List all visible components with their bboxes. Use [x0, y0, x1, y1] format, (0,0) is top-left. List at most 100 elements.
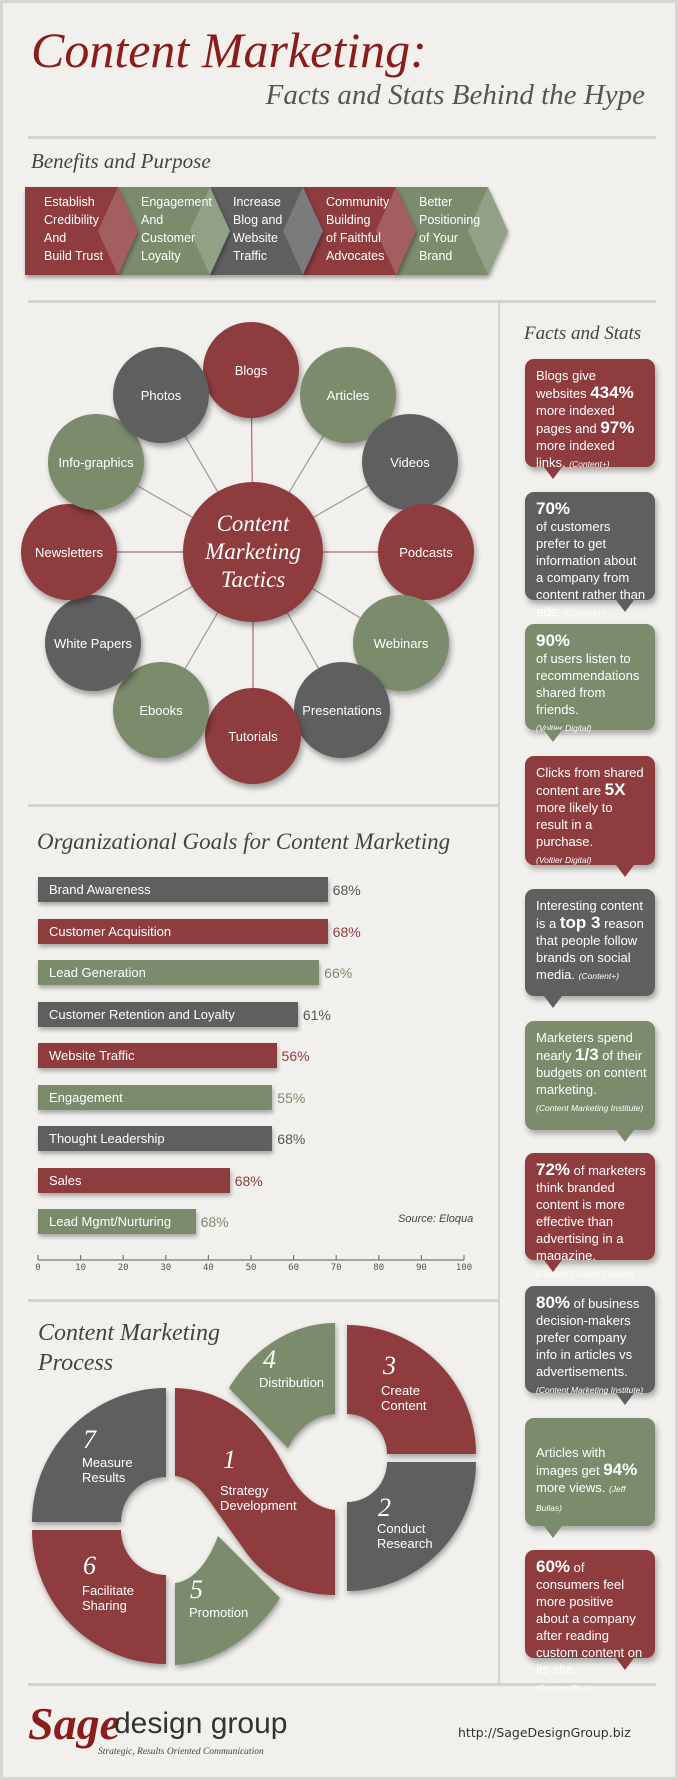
process-step-label: Facilitate Sharing: [82, 1583, 135, 1613]
benefit-label: Increase Blog and Website Traffic: [233, 195, 283, 263]
page-subtitle: Facts and Stats Behind the Hype: [265, 79, 645, 111]
tactic-circle-podcasts: Podcasts: [378, 504, 474, 600]
process-step-number: 5: [190, 1575, 203, 1604]
process-step-number: 1: [223, 1445, 236, 1474]
bar-website-traffic: Website Traffic: [38, 1043, 277, 1068]
process-step-2-shape: [347, 1462, 476, 1591]
fact-text: more indexed links.: [536, 438, 615, 470]
fact-text: of their budgets on content marketing.: [536, 1048, 647, 1097]
fact-highlight: 72%: [536, 1160, 571, 1179]
benefit-chevron: [396, 187, 508, 275]
bar-lead-generation: Lead Generation: [38, 960, 320, 985]
fact-bubble: 60% of consumers feel more positive abou…: [525, 1550, 655, 1693]
bar-value-label: 55%: [277, 1089, 306, 1106]
bar-value-label: 66%: [324, 965, 353, 981]
fact-bubble: 90% of users listen to recommendations s…: [525, 624, 655, 733]
benefit-chevron: [210, 187, 323, 275]
process-step-label: Distribution: [259, 1375, 325, 1390]
x-tick-label: 50: [245, 1263, 257, 1273]
bubble-tail: [544, 1526, 562, 1538]
fact-bubble: 72% of marketers think branded content i…: [525, 1153, 655, 1279]
process-step-5-shape: [175, 1536, 280, 1665]
process-step-1-shape: [175, 1388, 335, 1595]
bubble-tail: [544, 730, 562, 742]
process-step-6-shape: [32, 1530, 166, 1664]
process-title-line2: Process: [38, 1350, 114, 1376]
fact-text: of consumers feel more positive about a …: [536, 1560, 643, 1677]
bubble-tail: [616, 1393, 634, 1405]
bar-value-label: 68%: [200, 1214, 229, 1230]
bar-value-label: 68%: [332, 923, 361, 940]
benefit-chevron: [303, 187, 416, 275]
benefit-label: Better Positioning of Your Brand: [419, 195, 481, 263]
fact-bubble: 70% of customers prefer to get informati…: [525, 492, 655, 619]
chevron-highlight: [190, 187, 230, 275]
process-step-number: 3: [383, 1351, 396, 1380]
process-step-number: 6: [83, 1551, 96, 1580]
chevron-shape: [396, 187, 508, 275]
benefit-label: Engagement And Customer Loyalty: [141, 195, 212, 263]
bar-thought-leadership: Thought Leadership: [38, 1126, 273, 1151]
fact-source: (Content Marketing Institute): [536, 1385, 644, 1395]
bar-customer-acquisition: Customer Acquisition: [38, 918, 328, 944]
process-step-label: Strategy Development: [220, 1483, 297, 1513]
benefit-chevron: [118, 187, 230, 275]
fact-text: more views.: [536, 1480, 606, 1495]
x-tick-label: 10: [75, 1263, 87, 1273]
chevron-highlight: [468, 187, 508, 275]
tactic-circle-blogs: Blogs: [203, 322, 299, 418]
page-title: Content Marketing:: [31, 22, 427, 78]
fact-bubble: Blogs give websites 434% more indexed pa…: [525, 359, 655, 470]
benefits-title: Benefits and Purpose: [31, 149, 211, 173]
process-step-label: Measure Results: [82, 1455, 133, 1485]
fact-highlight: 97%: [600, 418, 635, 437]
tactic-circle-tutorials: Tutorials: [205, 688, 301, 784]
x-tick-label: 100: [455, 1263, 473, 1273]
bar-brand-awareness: Brand Awareness: [38, 877, 328, 902]
x-tick-label: 40: [202, 1263, 214, 1273]
benefit-label: Establish Credibility And Build Trust: [44, 195, 104, 263]
divider: [28, 1299, 498, 1302]
bar-value-label: 68%: [277, 1131, 306, 1147]
fact-text: more indexed pages and: [536, 403, 615, 436]
fact-source: (Content Marketing Institute): [536, 1103, 644, 1113]
divider: [28, 136, 656, 139]
fact-text: of users listen to recommendations share…: [536, 651, 640, 717]
fact-source: (Content+): [578, 971, 620, 981]
bar-lead-mgmt-nurturing: Lead Mgmt/Nurturing: [38, 1209, 196, 1234]
chart-source: Source: Eloqua: [398, 1213, 474, 1225]
bar-customer-retention-and-loyalty: Customer Retention and Loyalty: [38, 1001, 298, 1027]
x-tick-label: 80: [373, 1263, 385, 1273]
x-tick-label: 90: [415, 1263, 427, 1273]
bar-sales: Sales: [38, 1167, 230, 1193]
tactic-circle-white-papers: White Papers: [45, 595, 141, 691]
process-step-number: 4: [263, 1345, 276, 1374]
x-tick-label: 70: [330, 1263, 342, 1273]
fact-source: (Custom Content Council): [536, 1269, 634, 1279]
bubble-tail: [616, 600, 634, 612]
tactics-center-circle: Content Marketing Tactics: [183, 482, 323, 622]
divider: [28, 1683, 656, 1686]
tactic-circle-webinars: Webinars: [353, 595, 449, 691]
chevron-highlight: [376, 187, 416, 275]
fact-bubble: Articles with images get 94% more views.…: [525, 1418, 655, 1526]
bubble-tail: [544, 1260, 562, 1272]
logo-tagline: Strategic, Results Oriented Communicatio…: [98, 1747, 264, 1757]
logo-text: design group: [114, 1707, 288, 1740]
x-tick-label: 30: [160, 1263, 172, 1273]
process-step-7-shape: [32, 1388, 166, 1522]
tactic-circle-presentations: Presentations: [294, 662, 390, 758]
fact-text: of marketers think branded content is mo…: [536, 1163, 646, 1263]
divider: [28, 300, 656, 303]
fact-source: (Content+): [564, 608, 605, 618]
bubble-tail: [544, 467, 562, 479]
fact-highlight: 1/3: [575, 1045, 599, 1064]
column-divider: [498, 302, 500, 1684]
process-step-3-shape: [347, 1325, 476, 1454]
fact-text: Clicks from shared content are: [536, 765, 644, 798]
process-step-label: Create Content: [381, 1383, 427, 1413]
bubble-tail: [616, 1658, 634, 1670]
website-link[interactable]: http://SageDesignGroup.biz: [458, 1725, 631, 1740]
chevron-shape: [210, 187, 323, 275]
